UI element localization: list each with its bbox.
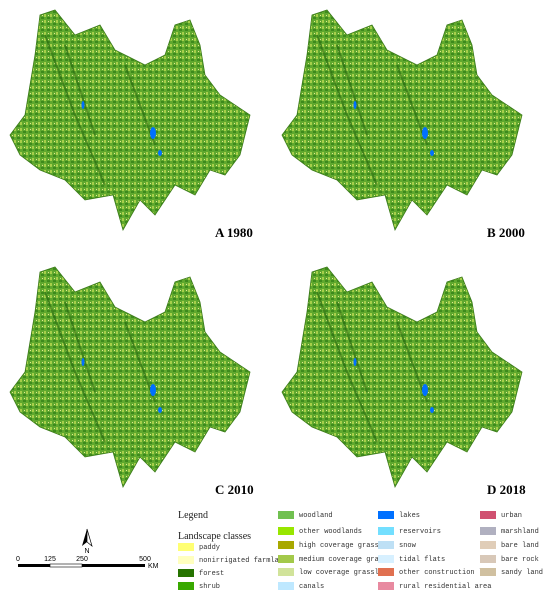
legend-swatch bbox=[178, 543, 194, 551]
map-panel bbox=[9, 266, 251, 488]
scale-label: 250 bbox=[76, 556, 88, 563]
legend-swatch bbox=[278, 511, 294, 519]
panel-label: A 1980 bbox=[215, 225, 253, 240]
panel-label: C 2010 bbox=[215, 482, 254, 497]
legend-swatch bbox=[480, 511, 496, 519]
legend-subtitle: Landscape classes bbox=[178, 531, 251, 542]
legend-swatch bbox=[378, 541, 394, 549]
map-panel bbox=[281, 266, 523, 488]
legend-label: marshland bbox=[501, 528, 539, 536]
legend-swatch bbox=[278, 527, 294, 535]
legend-title: Legend bbox=[178, 510, 208, 521]
legend-swatch bbox=[480, 527, 496, 535]
legend-label: low coverage grassland bbox=[299, 569, 391, 577]
scale-label: 500 bbox=[139, 556, 151, 563]
legend-label: canals bbox=[299, 583, 324, 591]
legend-label: shrub bbox=[199, 583, 220, 591]
panel-label: B 2000 bbox=[487, 225, 525, 240]
legend-label: paddy bbox=[199, 544, 220, 552]
north-label: N bbox=[84, 548, 89, 555]
legend-label: sandy land bbox=[501, 569, 543, 577]
scale-unit: KM bbox=[148, 563, 159, 570]
legend-label: tidal flats bbox=[399, 556, 445, 564]
legend-label: other woodlands bbox=[299, 528, 362, 536]
legend-label: urban bbox=[501, 512, 522, 520]
legend-label: woodland bbox=[299, 512, 333, 520]
legend-swatch bbox=[480, 568, 496, 576]
map-panel bbox=[281, 9, 523, 231]
legend-label: high coverage grass bbox=[299, 542, 379, 550]
legend-swatch bbox=[278, 568, 294, 576]
panel-label: D 2018 bbox=[487, 482, 526, 497]
legend-swatch bbox=[480, 541, 496, 549]
legend-label: nonirrigated farmland bbox=[199, 557, 287, 565]
legend-label: bare land bbox=[501, 542, 539, 550]
legend-label: rural residential area bbox=[399, 583, 491, 591]
legend-label: other construction land bbox=[399, 569, 496, 577]
legend-label: medium coverage grass bbox=[299, 556, 387, 564]
legend-swatch bbox=[278, 555, 294, 563]
legend-swatch bbox=[178, 582, 194, 590]
legend-swatch bbox=[178, 556, 194, 564]
legend-swatch bbox=[378, 582, 394, 590]
legend-label: lakes bbox=[399, 512, 420, 520]
legend-swatch bbox=[378, 568, 394, 576]
legend-swatch bbox=[278, 582, 294, 590]
map-panel bbox=[9, 9, 251, 231]
legend-swatch bbox=[378, 527, 394, 535]
legend-swatch bbox=[480, 555, 496, 563]
legend-label: reservoirs bbox=[399, 528, 441, 536]
legend-swatch bbox=[178, 569, 194, 577]
legend-label: bare rock bbox=[501, 556, 539, 564]
scale-label: 125 bbox=[44, 556, 56, 563]
north-arrow: N bbox=[82, 528, 93, 555]
legend-swatch bbox=[278, 541, 294, 549]
legend-swatch bbox=[378, 511, 394, 519]
legend-label: snow bbox=[399, 542, 417, 550]
legend-swatch bbox=[378, 555, 394, 563]
legend-label: forest bbox=[199, 570, 224, 578]
scale-label: 0 bbox=[16, 556, 20, 563]
